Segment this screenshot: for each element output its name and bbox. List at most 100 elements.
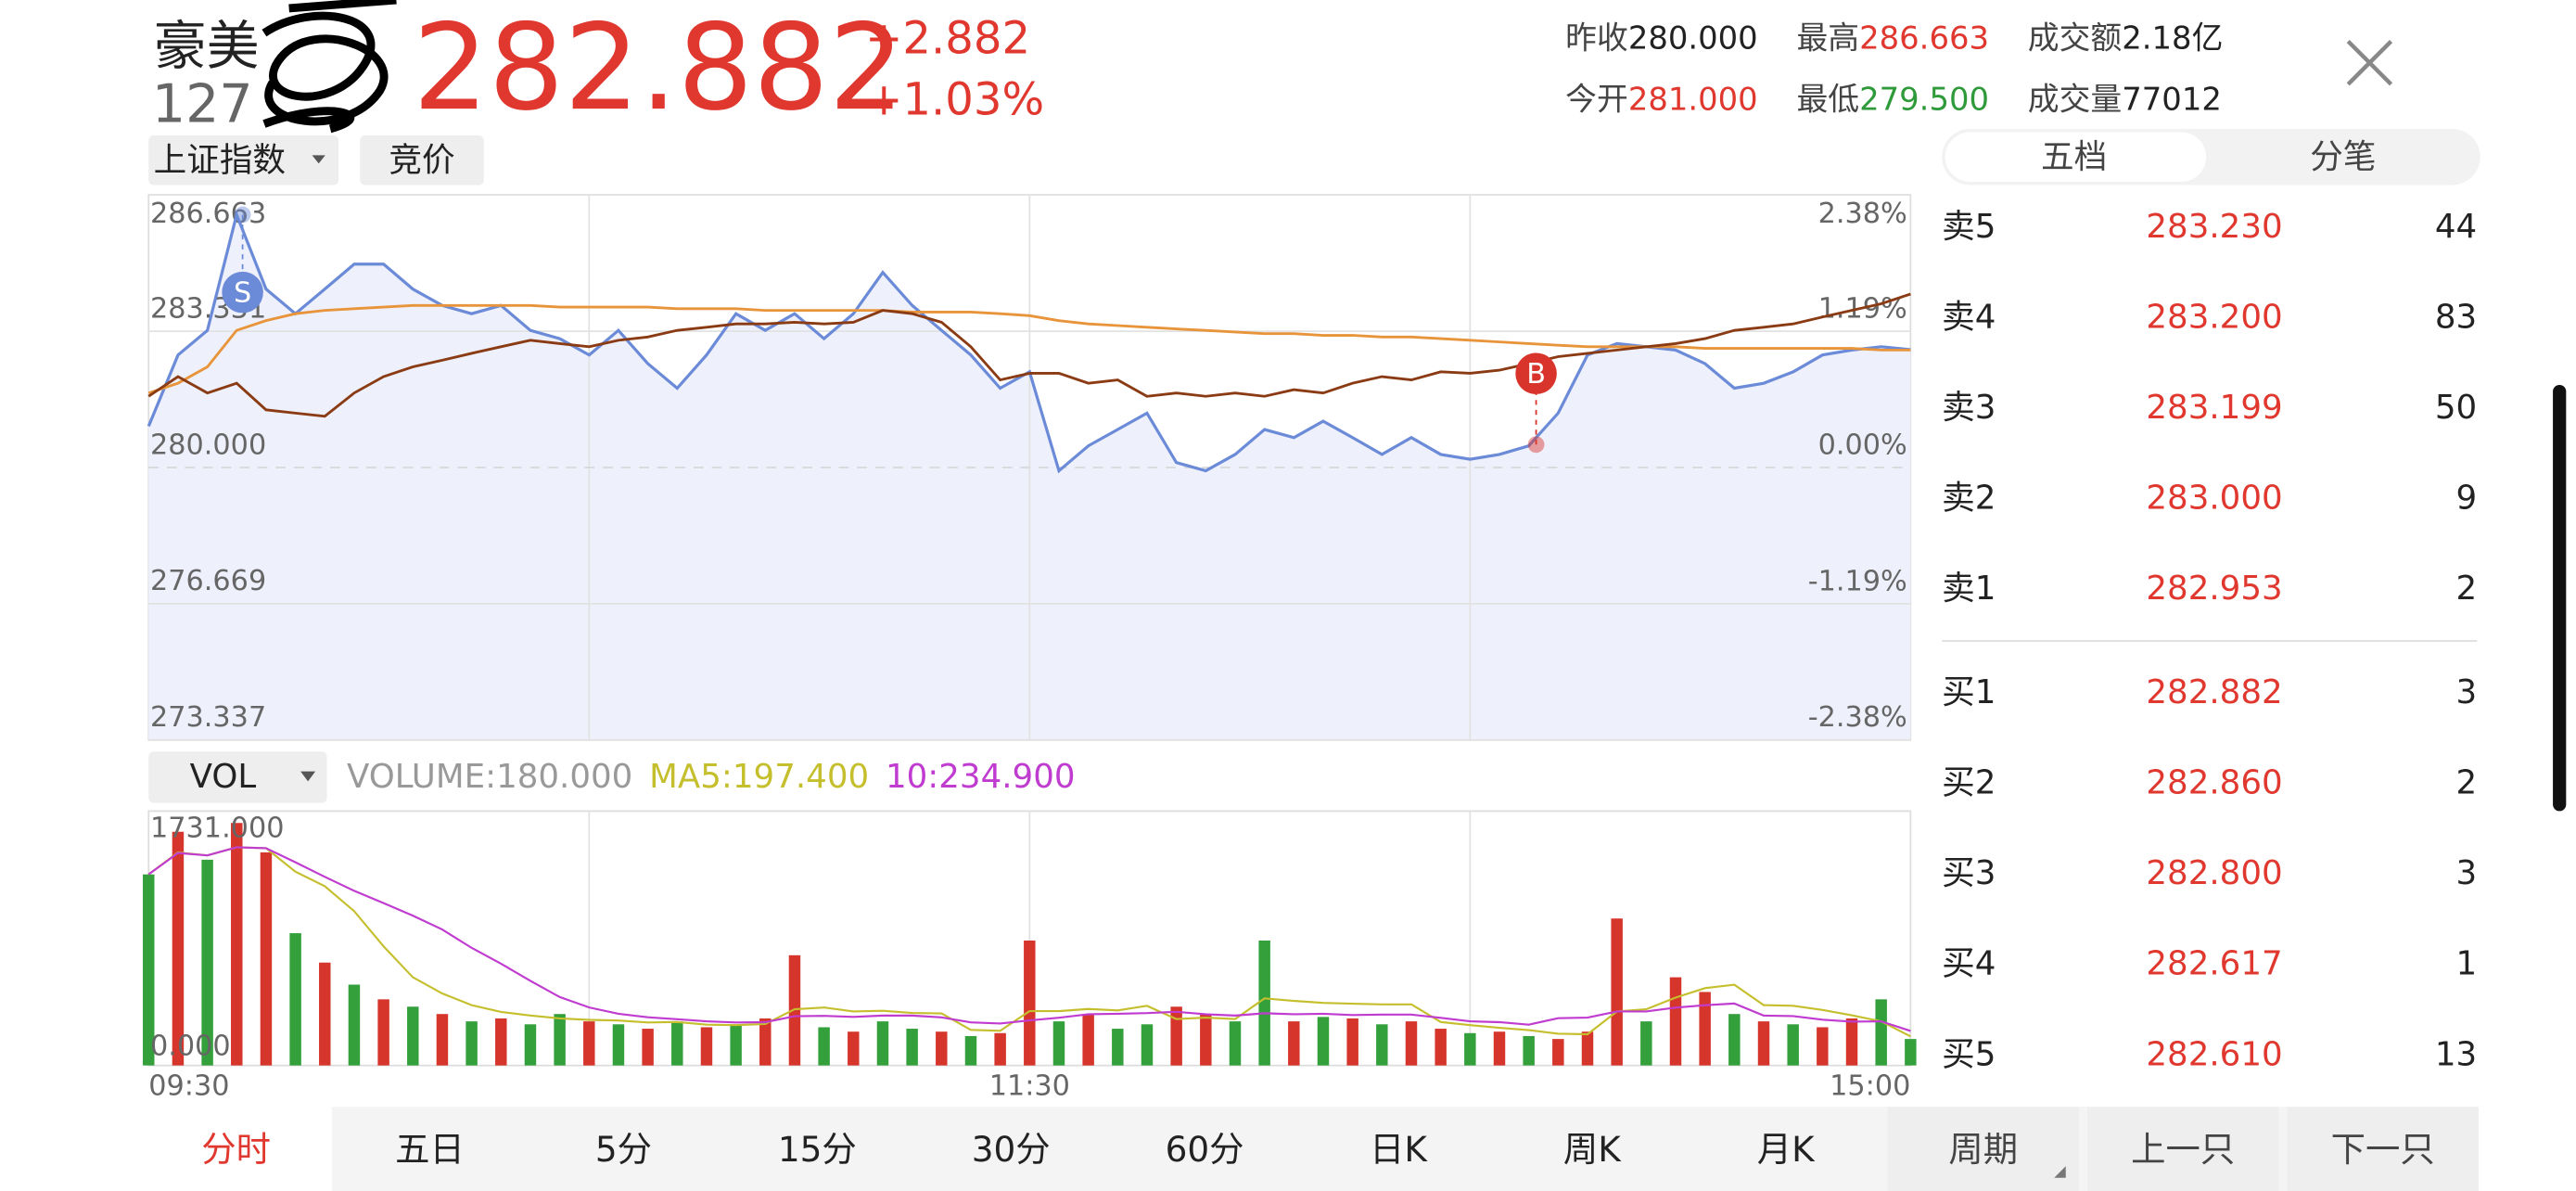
stat: 成交额2.18亿 (2028, 19, 2224, 56)
x-tick-label: 15:00 (1830, 1069, 1910, 1102)
volume-bar (407, 1006, 419, 1066)
book-label: 买1 (1942, 673, 1996, 711)
book-label: 卖5 (1942, 208, 1996, 246)
book-label: 卖3 (1942, 389, 1996, 427)
top-button[interactable]: 竞价 (360, 135, 484, 186)
volume-bar (1493, 1031, 1506, 1066)
annotation-badge (222, 271, 263, 314)
stat-value: 280.000 (1628, 19, 1758, 56)
y2-tick-label: 0.00% (1818, 429, 1907, 461)
series-line (147, 292, 1911, 418)
volume-bar (319, 962, 331, 1066)
volume-bar (964, 1035, 977, 1066)
book-label: 卖1 (1942, 570, 1996, 608)
bottom-tab[interactable]: 15分 (778, 1129, 857, 1170)
volume-bar (1376, 1024, 1388, 1066)
stat: 最高286.663 (1796, 19, 1989, 56)
book-label: 卖4 (1942, 298, 1996, 336)
stat-label: 最低 (1796, 81, 1859, 117)
volume-bar (554, 1014, 566, 1066)
volume-bar (172, 831, 185, 1066)
volume-bar (936, 1031, 948, 1066)
stat-value: 286.663 (1859, 19, 1989, 56)
tab-label: 5分 (595, 1129, 652, 1170)
bottom-tab[interactable]: 周K (1563, 1129, 1622, 1170)
volume-bar (1787, 1024, 1799, 1066)
button-bg (148, 135, 339, 186)
book-label: 买4 (1942, 945, 1996, 983)
ma-line (147, 846, 1911, 1032)
book-qty: 83 (2435, 298, 2477, 336)
stock-name: 豪美 (154, 16, 260, 77)
volume-bar (1640, 1021, 1652, 1066)
book-price: 283.200 (2146, 298, 2282, 336)
volume-selector[interactable]: VOL (148, 751, 327, 803)
book-qty: 2 (2455, 764, 2477, 802)
side-tab[interactable]: 分笔 (2310, 138, 2376, 176)
bottom-button[interactable]: 周期 (1887, 1107, 2079, 1191)
bottom-tab[interactable]: 30分 (972, 1129, 1051, 1170)
stat-value: 279.500 (1859, 81, 1989, 117)
y-tick-label: 276.669 (150, 565, 266, 597)
volume-bar (730, 1024, 742, 1066)
bottom-tab[interactable]: 分时 (140, 1107, 332, 1191)
side-tab-label: 五档 (2041, 138, 2107, 176)
volume-bar (1875, 999, 1887, 1066)
selector-bg (148, 751, 327, 803)
indicator-value: 180.000 (496, 758, 632, 796)
stat-label: 最高 (1796, 19, 1859, 56)
bottom-tab[interactable]: 日K (1370, 1129, 1428, 1170)
volume-bar (994, 1032, 1006, 1066)
volume-bar (1699, 992, 1711, 1066)
bottom-tab[interactable]: 60分 (1166, 1129, 1244, 1170)
side-tab[interactable]: 五档 (1945, 132, 2207, 182)
volume-bar (377, 999, 389, 1066)
volume-bar (906, 1029, 918, 1066)
stat-value: 2.18亿 (2122, 19, 2223, 56)
volume-bar (848, 1031, 860, 1066)
side-tab-label: 分笔 (2310, 138, 2376, 176)
volume-bar (1611, 918, 1623, 1066)
bottom-tab[interactable]: 5分 (595, 1129, 652, 1170)
volume-bar (143, 874, 155, 1066)
bottom-tab[interactable]: 五日 (395, 1129, 465, 1170)
y2-tick-label: 2.38% (1818, 198, 1907, 230)
indicator-value: 234.900 (938, 758, 1075, 796)
stat-label: 昨收 (1565, 19, 1628, 56)
volume-bar (642, 1029, 654, 1066)
bottom-button[interactable]: 上一只 (2086, 1107, 2279, 1191)
y-tick-label: 0.000 (150, 1031, 231, 1063)
volume-bar (1317, 1017, 1330, 1066)
bottom-tab[interactable]: 月K (1757, 1129, 1816, 1170)
book-label: 买2 (1942, 764, 1996, 802)
book-qty: 1 (2455, 945, 2477, 983)
volume-bar (1757, 1021, 1770, 1066)
book-qty: 3 (2455, 854, 2477, 892)
button-bg (360, 135, 484, 186)
stat-label: 今开 (1565, 81, 1628, 117)
volume-bar (348, 984, 361, 1066)
bottom-button[interactable]: 下一只 (2287, 1107, 2479, 1191)
top-button[interactable]: 上证指数 (148, 135, 339, 186)
volume-bar (1258, 940, 1270, 1066)
volume-bar (289, 933, 301, 1066)
side-tab-active (1945, 132, 2207, 182)
button-label: 周期 (1948, 1129, 2018, 1170)
book-price: 283.000 (2146, 480, 2282, 518)
volume-bar (1464, 1032, 1476, 1066)
volume-bar (759, 1018, 772, 1066)
book-price: 282.610 (2146, 1035, 2282, 1073)
volume-bar (231, 823, 243, 1066)
book-price: 282.882 (2146, 673, 2282, 711)
button-bg (1887, 1107, 2079, 1191)
close-button[interactable] (2346, 39, 2393, 86)
stat: 最低279.500 (1796, 81, 1989, 117)
volume-bar (1052, 1021, 1065, 1066)
button-bg (2086, 1107, 2279, 1191)
volume-bar (1229, 1021, 1242, 1066)
tab-label: 30分 (972, 1129, 1051, 1170)
tab-label: 月K (1757, 1129, 1816, 1170)
selector-label: VOL (190, 758, 257, 796)
annotation-label: B (1526, 358, 1546, 391)
button-label: 上证指数 (154, 142, 286, 180)
